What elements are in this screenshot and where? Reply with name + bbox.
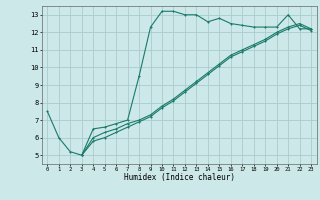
X-axis label: Humidex (Indice chaleur): Humidex (Indice chaleur)	[124, 173, 235, 182]
